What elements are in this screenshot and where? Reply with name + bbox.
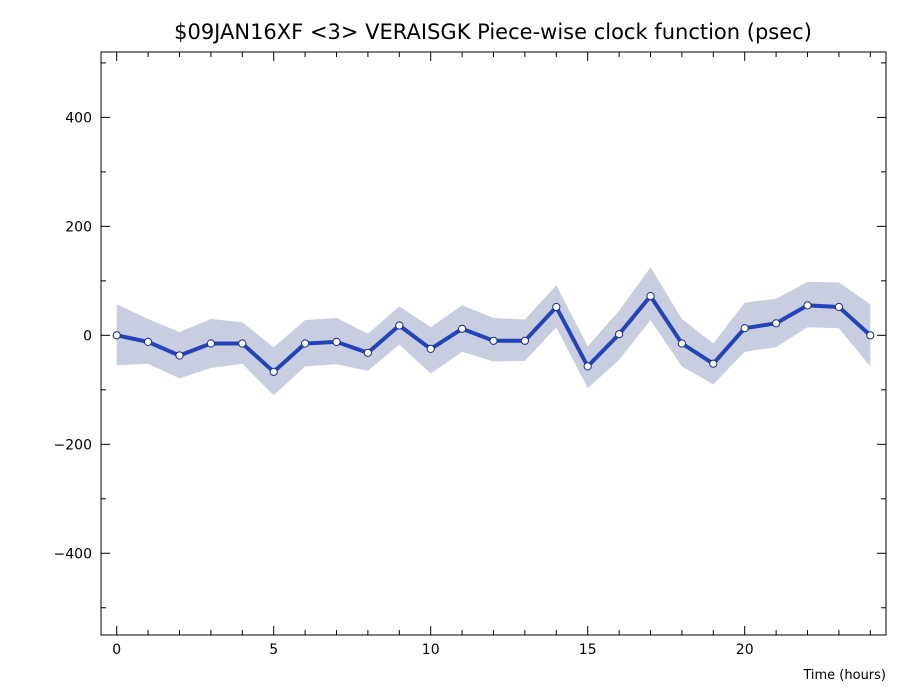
data-point <box>426 344 435 353</box>
uncertainty-band <box>116 267 871 396</box>
y-tick-label: 200 <box>65 219 92 235</box>
x-tick-label: 0 <box>112 642 121 658</box>
y-tick-label: −200 <box>54 437 92 453</box>
data-point <box>552 302 561 312</box>
data-point <box>363 348 372 357</box>
data-point <box>866 331 875 340</box>
x-tick-label: 10 <box>422 642 440 658</box>
data-point <box>269 367 278 376</box>
data-point <box>144 337 153 346</box>
data-point <box>677 339 687 348</box>
x-tick-label: 5 <box>269 642 278 658</box>
data-point <box>175 351 184 360</box>
data-point <box>803 301 812 310</box>
data-point <box>489 336 498 345</box>
data-point <box>395 321 404 330</box>
axis-ticks <box>101 52 886 635</box>
data-point <box>206 339 215 348</box>
chart-title: $09JAN16XF <3> VERAISGK Piece-wise clock… <box>174 20 812 44</box>
y-tick-label: 0 <box>83 328 92 344</box>
data-point <box>301 339 310 348</box>
x-tick-label: 15 <box>579 642 597 658</box>
tick-labels: 0 5 10 15 20 400 200 0 −200 −400 <box>54 110 754 658</box>
data-point <box>615 330 624 339</box>
data-point <box>834 302 844 312</box>
y-tick-label: −400 <box>54 546 92 562</box>
data-point <box>583 362 592 371</box>
data-point <box>520 336 530 345</box>
data-point-layer <box>112 292 875 376</box>
data-point <box>740 324 749 333</box>
x-tick-label: 20 <box>736 642 754 658</box>
data-point <box>332 337 341 346</box>
data-point <box>772 319 781 328</box>
data-point <box>646 292 655 301</box>
uncertainty-band-layer <box>116 267 871 396</box>
x-axis-label: Time (hours) <box>802 668 886 683</box>
data-point <box>458 324 467 333</box>
data-point <box>709 359 718 368</box>
y-tick-label: 400 <box>65 110 92 126</box>
data-point <box>238 339 247 348</box>
data-point <box>112 331 121 340</box>
